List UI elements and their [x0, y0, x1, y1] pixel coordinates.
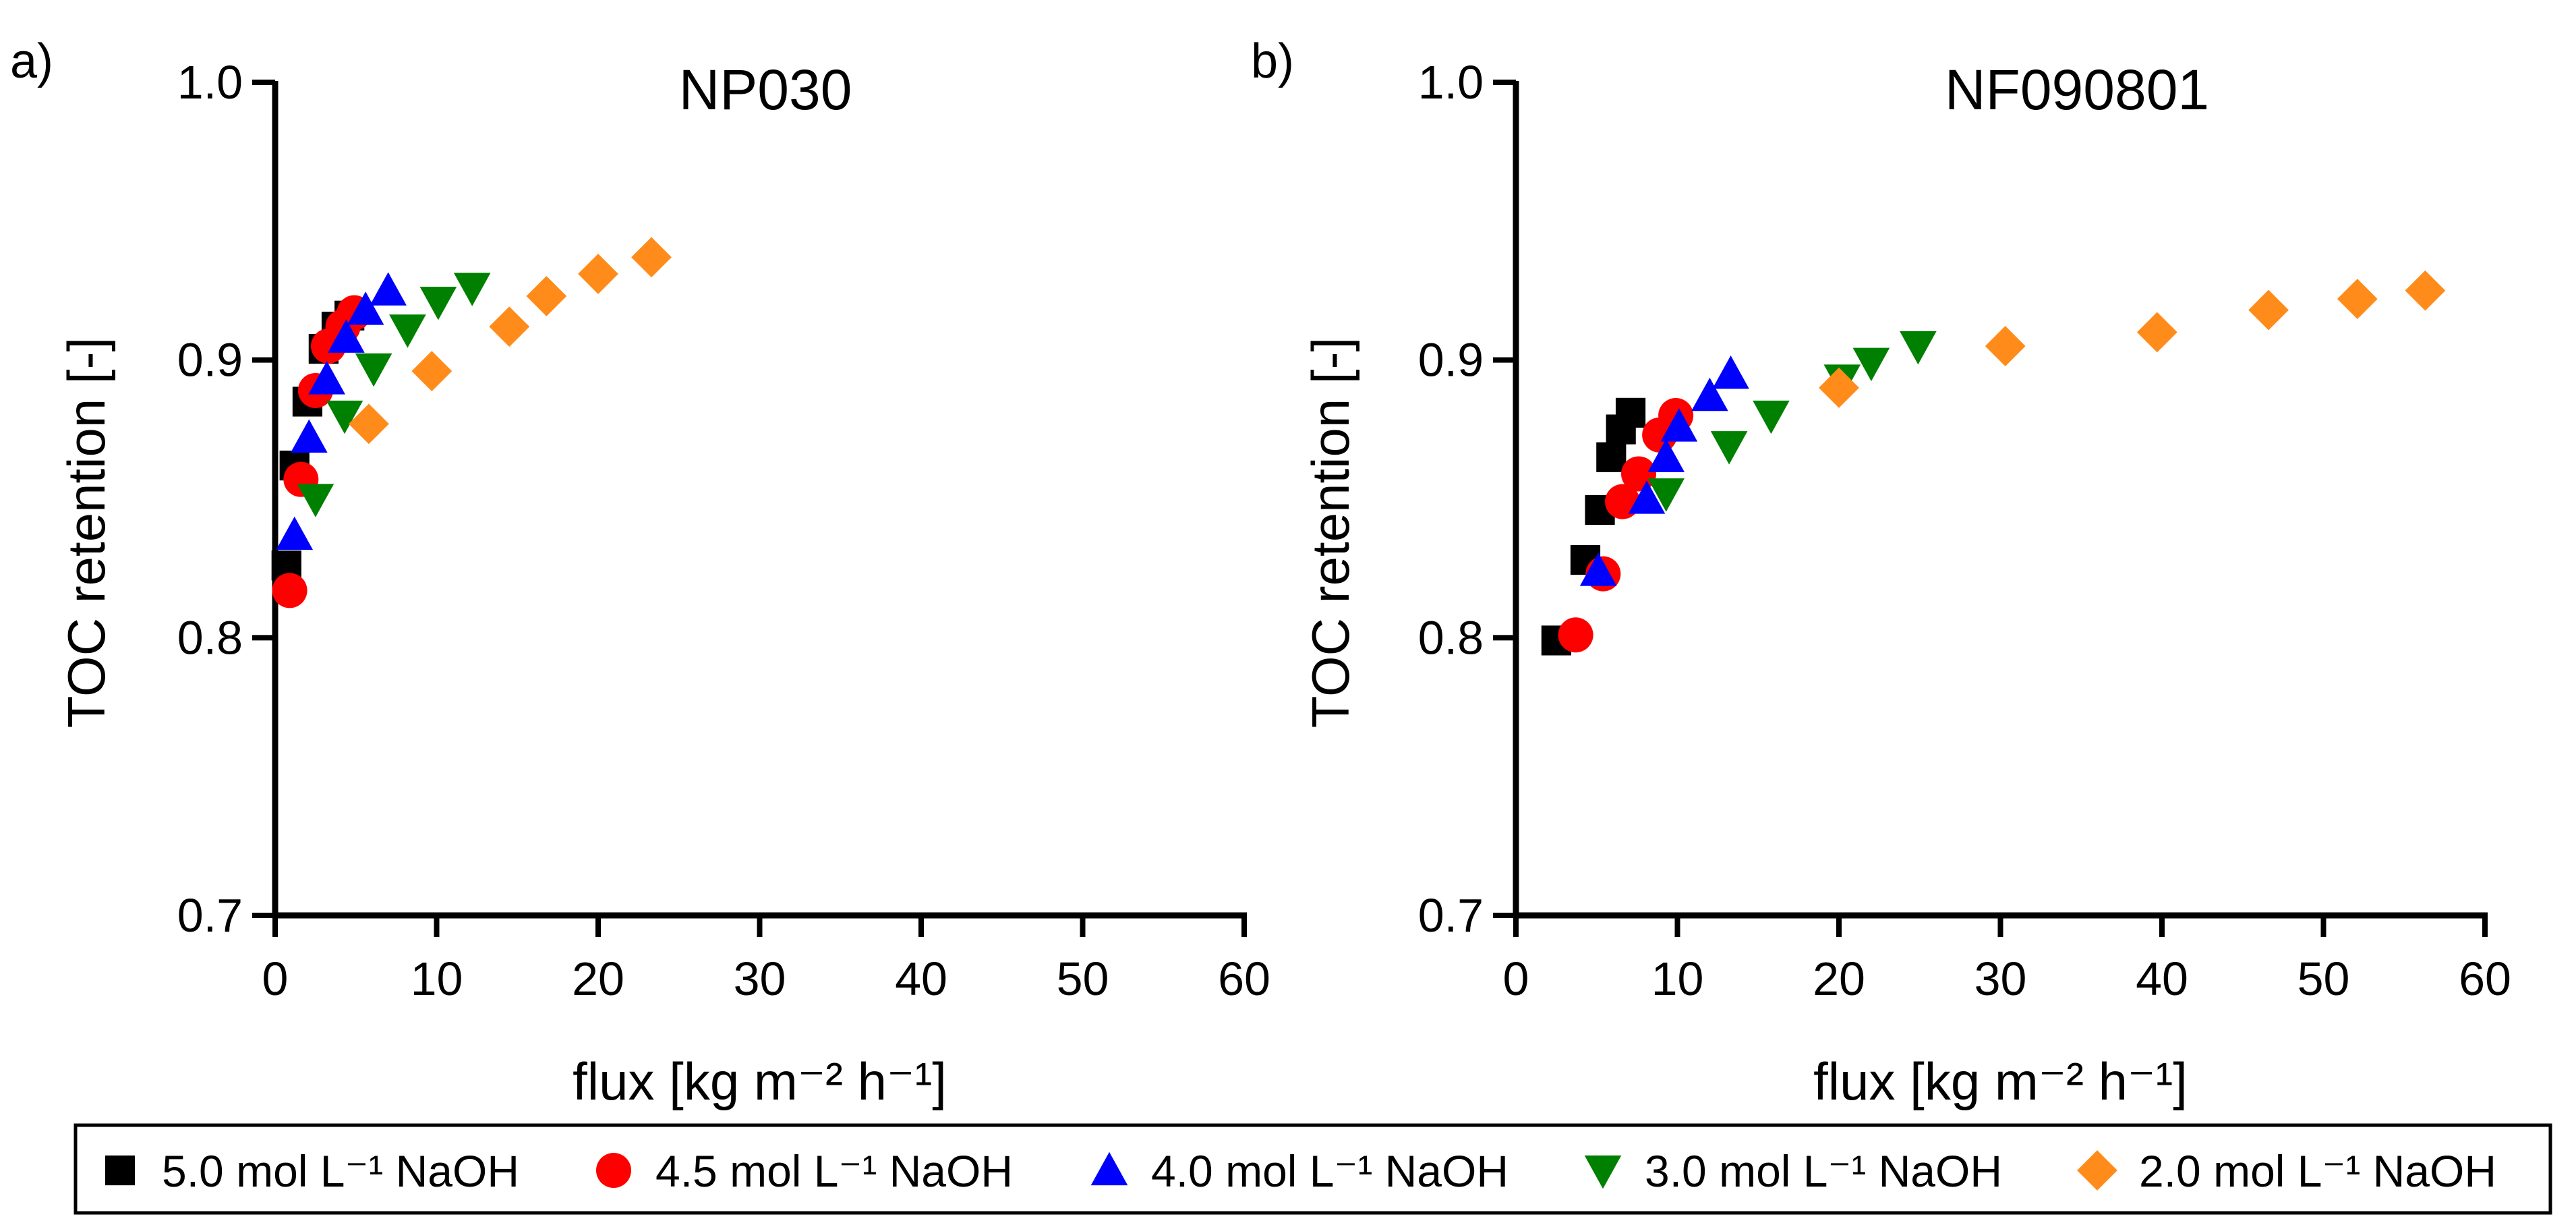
x-tick-label: 20 — [1813, 952, 1865, 1005]
data-point-circle — [1621, 456, 1657, 492]
y-tick-label: 0.7 — [1418, 889, 1484, 942]
data-point-triangle-down — [355, 353, 392, 387]
circle-icon — [596, 1153, 631, 1188]
data-point-triangle-up — [308, 361, 345, 395]
data-point-diamond — [1985, 326, 2026, 366]
data-point-circle — [272, 573, 308, 608]
data-point-diamond — [349, 403, 389, 445]
data-point-diamond — [489, 306, 530, 347]
data-point-triangle-up — [1647, 438, 1685, 472]
data-point-triangle-down — [297, 484, 334, 517]
data-point-triangle-up — [290, 419, 328, 453]
y-tick-label: 0.7 — [177, 889, 243, 942]
data-point-triangle-up — [1660, 408, 1698, 442]
x-tick-label: 20 — [572, 952, 624, 1005]
x-tick-label: 50 — [2297, 952, 2350, 1005]
x-tick-label: 30 — [734, 952, 786, 1005]
legend-label: 5.0 mol L⁻¹ NaOH — [162, 1146, 519, 1196]
panel-b: 0.7 0.8 0.9 1.0 0 10 20 30 40 50 60 NF090801 b) flux … — [1251, 34, 2511, 1111]
y-tick-label: 0.8 — [1418, 611, 1484, 664]
y-axis-label: TOC retention [-] — [1301, 337, 1360, 728]
y-tick-label: 0.8 — [177, 611, 243, 664]
data-point-diamond — [2405, 270, 2446, 311]
x-axis-label: flux [kg m⁻² h⁻¹] — [1813, 1052, 2188, 1111]
data-point-diamond — [2248, 289, 2289, 331]
x-tick-label: 40 — [895, 952, 947, 1005]
legend-label: 4.0 mol L⁻¹ NaOH — [1151, 1146, 1509, 1196]
diamond-icon — [2077, 1150, 2117, 1191]
data-point-triangle-down — [1852, 347, 1890, 382]
panel-a: 0.7 0.8 0.9 1.0 0 10 20 30 40 50 60 NP030 a) flux [kg… — [10, 34, 1270, 1111]
legend-label: 4.5 mol L⁻¹ NaOH — [655, 1146, 1013, 1196]
y-tick-label: 0.9 — [1418, 334, 1484, 387]
data-point-triangle-down — [1647, 478, 1685, 512]
data-point-diamond — [1819, 367, 1859, 408]
data-point-triangle-down — [326, 400, 363, 434]
legend-label: 2.0 mol L⁻¹ NaOH — [2139, 1146, 2496, 1196]
data-point-triangle-down — [453, 273, 491, 306]
data-point-diamond — [631, 237, 672, 278]
x-axis-label: flux [kg m⁻² h⁻¹] — [573, 1052, 947, 1111]
x-tick-label: 0 — [1503, 952, 1529, 1005]
data-point-diamond — [526, 276, 567, 316]
data-point-triangle-down — [1900, 331, 1937, 365]
data-point-diamond — [2337, 279, 2378, 319]
data-point-triangle-down — [1710, 431, 1748, 465]
x-tick-label: 10 — [411, 952, 463, 1005]
chart-title: NP030 — [679, 58, 852, 121]
data-point-triangle-up — [1628, 480, 1666, 514]
data-point-triangle-up — [276, 516, 314, 550]
x-tick-label: 60 — [2459, 952, 2511, 1005]
square-icon — [105, 1155, 136, 1186]
data-point-diamond — [578, 254, 618, 294]
data-point-triangle-up — [370, 272, 407, 306]
legend-box — [74, 1123, 2552, 1215]
legend-label: 3.0 mol L⁻¹ NaOH — [1645, 1146, 2002, 1196]
x-tick-label: 40 — [2136, 952, 2188, 1005]
data-point-triangle-down — [419, 287, 457, 320]
x-tick-label: 50 — [1057, 952, 1109, 1005]
x-tick-label: 10 — [1651, 952, 1704, 1005]
data-point-diamond — [2136, 312, 2177, 353]
legend: 5.0 mol L⁻¹ NaOH 4.5 mol L⁻¹ NaOH 4.0 mol … — [74, 1123, 2552, 1215]
data-point-triangle-up — [347, 291, 384, 325]
x-tick-label: 60 — [1218, 952, 1270, 1005]
data-point-triangle-up — [328, 319, 365, 353]
data-point-triangle-up — [1691, 377, 1728, 411]
x-tick-label: 0 — [262, 952, 289, 1005]
panel-label: b) — [1251, 34, 1294, 88]
data-point-triangle-down — [389, 314, 426, 348]
y-tick-label: 1.0 — [1418, 56, 1484, 109]
x-tick-label: 30 — [1974, 952, 2027, 1005]
data-point-square — [1596, 442, 1627, 472]
data-point-square — [1615, 397, 1646, 428]
triangle-down-icon — [1584, 1155, 1622, 1189]
data-point-triangle-down — [1753, 400, 1790, 434]
y-tick-label: 0.9 — [177, 334, 243, 387]
data-point-circle — [1558, 617, 1593, 653]
panel-label: a) — [10, 34, 53, 88]
data-point-diamond — [411, 351, 452, 392]
data-point-triangle-up — [1579, 552, 1617, 586]
data-point-triangle-up — [1712, 355, 1749, 389]
y-axis-label: TOC retention [-] — [57, 337, 116, 728]
triangle-up-icon — [1090, 1151, 1128, 1186]
chart-title: NF090801 — [1945, 58, 2209, 121]
y-tick-label: 1.0 — [177, 56, 243, 109]
